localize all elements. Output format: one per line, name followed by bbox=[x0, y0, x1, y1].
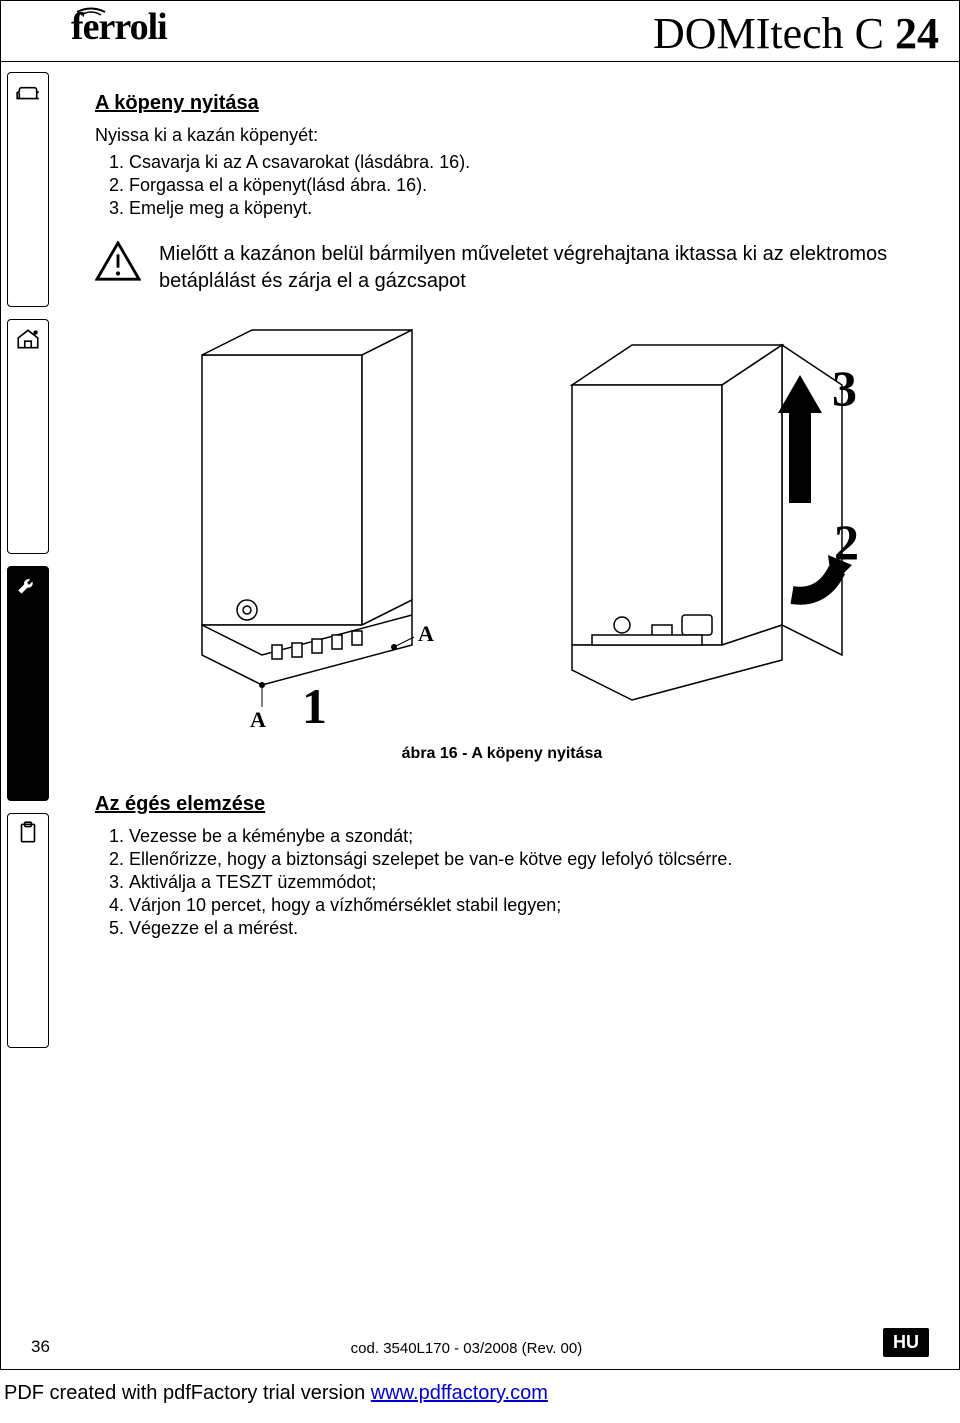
page-footer: 36 cod. 3540L170 - 03/2008 (Rev. 00) HU bbox=[1, 1320, 959, 1369]
section2-steps: Vezesse be a kéménybe a szondát; Ellenőr… bbox=[95, 826, 909, 939]
fig-label-A: A bbox=[418, 621, 434, 647]
fig-label-2: 2 bbox=[834, 513, 859, 571]
brand-logo: ferroli bbox=[71, 7, 221, 59]
sofa-icon bbox=[15, 79, 41, 105]
fig-label-1: 1 bbox=[302, 677, 327, 735]
list-item: Ellenőrizze, hogy a biztonsági szelepet … bbox=[129, 849, 909, 870]
figure-caption: ábra 16 - A köpeny nyitása bbox=[95, 745, 909, 763]
doc-code: cod. 3540L170 - 03/2008 (Rev. 00) bbox=[351, 1340, 583, 1357]
clipboard-icon bbox=[15, 820, 41, 846]
house-icon bbox=[15, 326, 41, 352]
section1-title: A köpeny nyitása bbox=[95, 92, 909, 115]
tab-clipboard[interactable] bbox=[7, 813, 49, 1048]
pdf-note-prefix: PDF created with pdfFactory trial versio… bbox=[4, 1382, 371, 1404]
list-item: Forgassa el a köpenyt(lásd ábra. 16). bbox=[129, 175, 909, 196]
body-area: A köpeny nyitása Nyissa ki a kazán köpen… bbox=[1, 62, 959, 1320]
tab-sofa[interactable] bbox=[7, 72, 49, 307]
section1-intro: Nyissa ki a kazán köpenyét: bbox=[95, 125, 909, 146]
list-item: Emelje meg a köpenyt. bbox=[129, 198, 909, 219]
warning-text: Mielőtt a kazánon belül bármilyen művele… bbox=[159, 241, 909, 295]
boiler-left-svg bbox=[132, 325, 452, 725]
list-item: Vezesse be a kéménybe a szondát; bbox=[129, 826, 909, 847]
figure-area: A A 1 bbox=[95, 325, 909, 725]
figure-right: 3 2 bbox=[532, 325, 872, 725]
fig-label-3: 3 bbox=[832, 359, 857, 417]
arrow-up-3 bbox=[778, 375, 822, 503]
page-header: ferroli DOMItech C 24 bbox=[1, 1, 959, 62]
sidebar-tabs bbox=[1, 62, 55, 1320]
warning-icon bbox=[95, 241, 141, 288]
tab-wrench-active[interactable] bbox=[7, 566, 49, 801]
section2-title: Az égés elemzése bbox=[95, 793, 909, 816]
fig-label-A: A bbox=[250, 707, 266, 733]
list-item: Aktiválja a TESZT üzemmódot; bbox=[129, 872, 909, 893]
figure-left: A A 1 bbox=[132, 325, 452, 725]
section1-steps: Csavarja ki az A csavarokat (lásdábra. 1… bbox=[95, 152, 909, 219]
list-item: Csavarja ki az A csavarokat (lásdábra. 1… bbox=[129, 152, 909, 173]
ferroli-logo-svg: ferroli bbox=[71, 7, 221, 49]
wrench-icon bbox=[15, 573, 41, 599]
pdf-factory-note: PDF created with pdfFactory trial versio… bbox=[0, 1370, 960, 1411]
page-number: 36 bbox=[31, 1337, 50, 1357]
warning-box: Mielőtt a kazánon belül bármilyen művele… bbox=[95, 241, 909, 295]
pdf-factory-link[interactable]: www.pdffactory.com bbox=[371, 1382, 548, 1404]
list-item: Várjon 10 percet, hogy a vízhőmérséklet … bbox=[129, 895, 909, 916]
tab-house[interactable] bbox=[7, 319, 49, 554]
product-title: DOMItech C 24 bbox=[653, 8, 939, 59]
lang-badge: HU bbox=[883, 1328, 929, 1357]
content-area: A köpeny nyitása Nyissa ki a kazán köpen… bbox=[55, 62, 959, 1320]
page-frame: ferroli DOMItech C 24 A köpeny bbox=[0, 0, 960, 1370]
list-item: Végezze el a mérést. bbox=[129, 918, 909, 939]
